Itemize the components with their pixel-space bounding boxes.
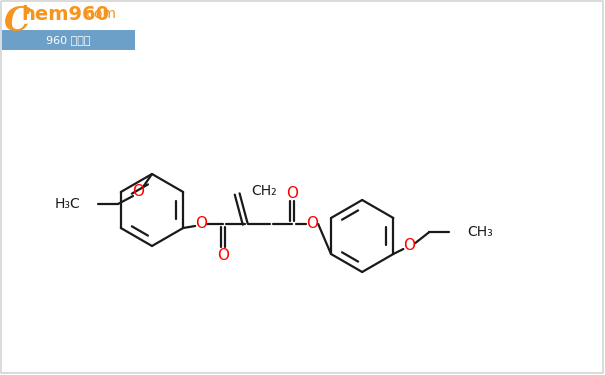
- Text: H₃C: H₃C: [54, 197, 80, 211]
- Text: CH₃: CH₃: [467, 225, 493, 239]
- Text: 960 化工网: 960 化工网: [46, 35, 90, 45]
- Text: CH₂: CH₂: [251, 184, 277, 198]
- Text: O: O: [306, 216, 318, 231]
- Text: hem960: hem960: [21, 5, 109, 24]
- Text: C: C: [4, 5, 31, 38]
- FancyBboxPatch shape: [2, 30, 135, 50]
- Text: O: O: [404, 238, 416, 254]
- Text: O: O: [132, 184, 144, 200]
- Text: .com: .com: [83, 7, 117, 21]
- Text: O: O: [195, 216, 207, 231]
- Text: O: O: [286, 186, 298, 201]
- Text: O: O: [217, 248, 229, 262]
